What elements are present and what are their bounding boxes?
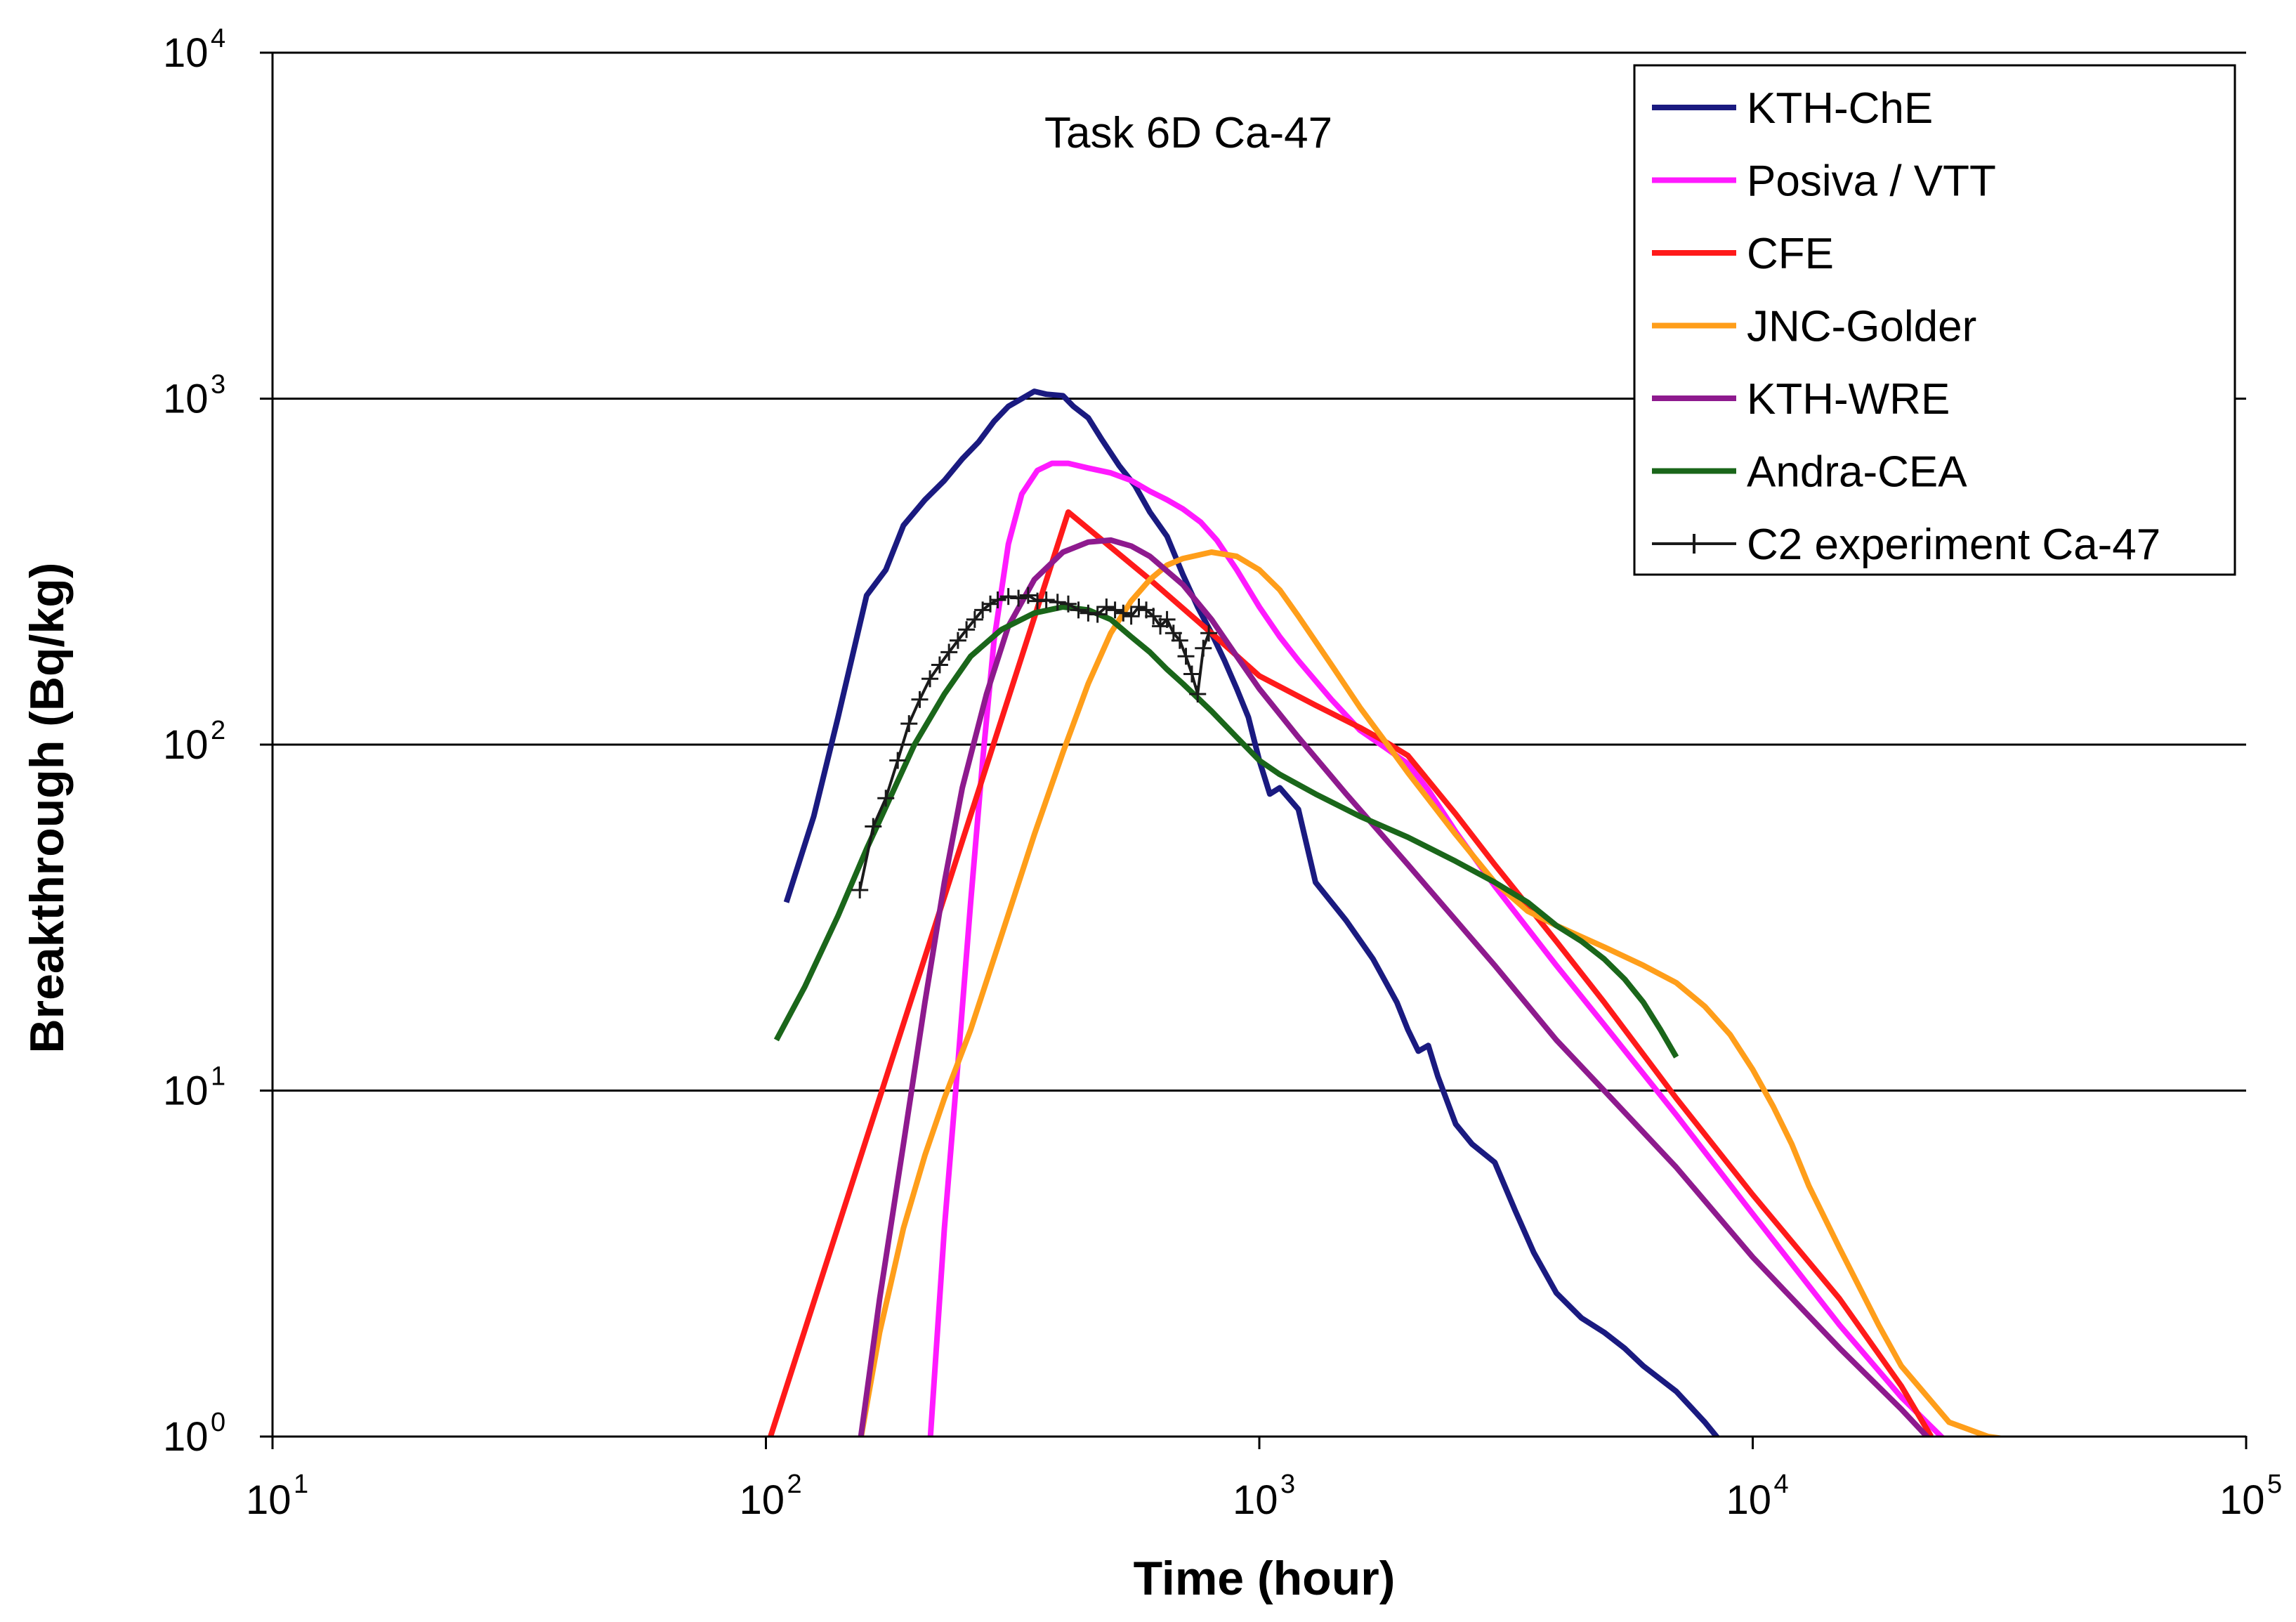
series-line-c2-experiment-ca-47 [858,594,1210,891]
legend-label-kth-che: KTH-ChE [1747,84,1933,133]
data-point-c2-experiment-ca-47 [1200,624,1218,642]
data-point-c2-experiment-ca-47 [1115,604,1132,622]
tick-labels: 10 010 110 210 310 410 1 10 2 10 3 10 4 10 5 [163,24,2282,1523]
series-lines [767,388,2009,1437]
x-axis-title: Time (hour) [1134,1552,1396,1605]
data-point-c2-experiment-ca-47 [1070,601,1087,619]
legend: KTH-ChE Posiva / VTT CFE JNC-Golder KTH-WRE A… [1633,64,2236,576]
data-point-c2-experiment-ca-47 [1171,632,1188,649]
series-line-jnc-golder [858,549,2009,1437]
legend-label-cfe: CFE [1747,230,1834,278]
legend-label-andra-cea: Andra-CEA [1747,448,1967,497]
data-point-c2-experiment-ca-47 [1130,599,1148,616]
data-point-c2-experiment-ca-47 [1183,665,1200,683]
data-point-c2-experiment-ca-47 [940,643,958,661]
data-point-c2-experiment-ca-47 [877,790,895,807]
x-tick-label-4: 10 [2219,1477,2265,1523]
data-point-c2-experiment-ca-47 [1189,686,1207,703]
data-point-c2-experiment-ca-47 [900,715,918,733]
chart-title: Task 6D Ca-47 [1044,109,1332,157]
data-point-c2-experiment-ca-47 [1106,601,1124,619]
series-line-cfe [767,509,1934,1437]
y-axis-title: Breakthrough (Bq/kg) [20,563,74,1054]
y-tick-label-1: 10 [163,1068,209,1114]
data-point-c2-experiment-ca-47 [999,588,1017,606]
data-point-c2-experiment-ca-47 [1080,604,1097,622]
x-tick-exp-1: 2 [787,1470,802,1499]
series-line-andra-cea [773,604,1679,1059]
data-point-c2-experiment-ca-47 [982,595,999,613]
legend-label-kth-wre: KTH-WRE [1747,375,1950,424]
x-tick-label-1: 10 [740,1477,785,1523]
x-tick-exp-3: 4 [1774,1470,1789,1499]
legend-label-c2-experiment-ca-47: C2 experiment Ca-47 [1747,521,2160,569]
data-point-c2-experiment-ca-47 [1177,648,1195,665]
x-tick-exp-4: 5 [2267,1470,2282,1499]
x-tick-label-0: 10 [246,1477,291,1523]
data-point-c2-experiment-ca-47 [949,632,966,649]
series-line-posiva-vtt [927,460,1946,1437]
x-tick-label-2: 10 [1233,1477,1278,1523]
y-tick-label-4: 10 [163,30,209,76]
y-tick-label-3: 10 [163,377,209,422]
data-point-c2-experiment-ca-47 [958,621,976,639]
axes [260,51,2248,1449]
data-point-c2-experiment-ca-47 [1145,608,1162,625]
series-line-kth-che [783,388,1721,1437]
data-point-c2-experiment-ca-47 [921,670,939,688]
y-tick-label-0: 10 [163,1414,209,1460]
data-point-c2-experiment-ca-47 [889,752,907,769]
data-point-c2-experiment-ca-47 [1037,591,1055,608]
data-point-c2-experiment-ca-47 [1089,606,1106,623]
data-point-c2-experiment-ca-47 [865,818,882,835]
data-point-c2-experiment-ca-47 [851,881,869,898]
data-point-c2-experiment-ca-47 [1122,608,1140,625]
y-tick-label-2: 10 [163,722,209,768]
y-tick-exp-4: 4 [211,24,225,53]
data-point-c2-experiment-ca-47 [1010,589,1028,607]
series-line-kth-wre [858,537,1931,1437]
data-point-c2-experiment-ca-47 [1195,639,1212,657]
data-point-c2-experiment-ca-47 [1158,610,1176,628]
x-tick-label-3: 10 [1726,1477,1772,1523]
data-point-c2-experiment-ca-47 [989,591,1006,608]
x-tick-exp-0: 1 [294,1470,308,1499]
data-point-c2-experiment-ca-47 [1049,594,1066,611]
data-point-c2-experiment-ca-47 [966,610,983,628]
y-tick-exp-0: 0 [211,1408,225,1437]
data-point-c2-experiment-ca-47 [931,656,948,674]
data-point-c2-experiment-ca-47 [1152,617,1169,635]
legend-box [1633,64,2236,576]
data-point-c2-experiment-ca-47 [1098,599,1115,616]
legend-label-jnc-golder: JNC-Golder [1747,303,1976,351]
y-tick-exp-1: 1 [211,1062,225,1092]
data-point-c2-experiment-ca-47 [1019,587,1037,604]
y-tick-exp-3: 3 [211,370,225,400]
legend-label-posiva-vtt: Posiva / VTT [1747,157,1996,206]
data-point-c2-experiment-ca-47 [911,691,929,708]
data-point-c2-experiment-ca-47 [1059,595,1077,613]
data-point-c2-experiment-ca-47 [1029,592,1047,610]
y-tick-exp-2: 2 [211,716,225,745]
x-tick-exp-2: 3 [1280,1470,1295,1499]
